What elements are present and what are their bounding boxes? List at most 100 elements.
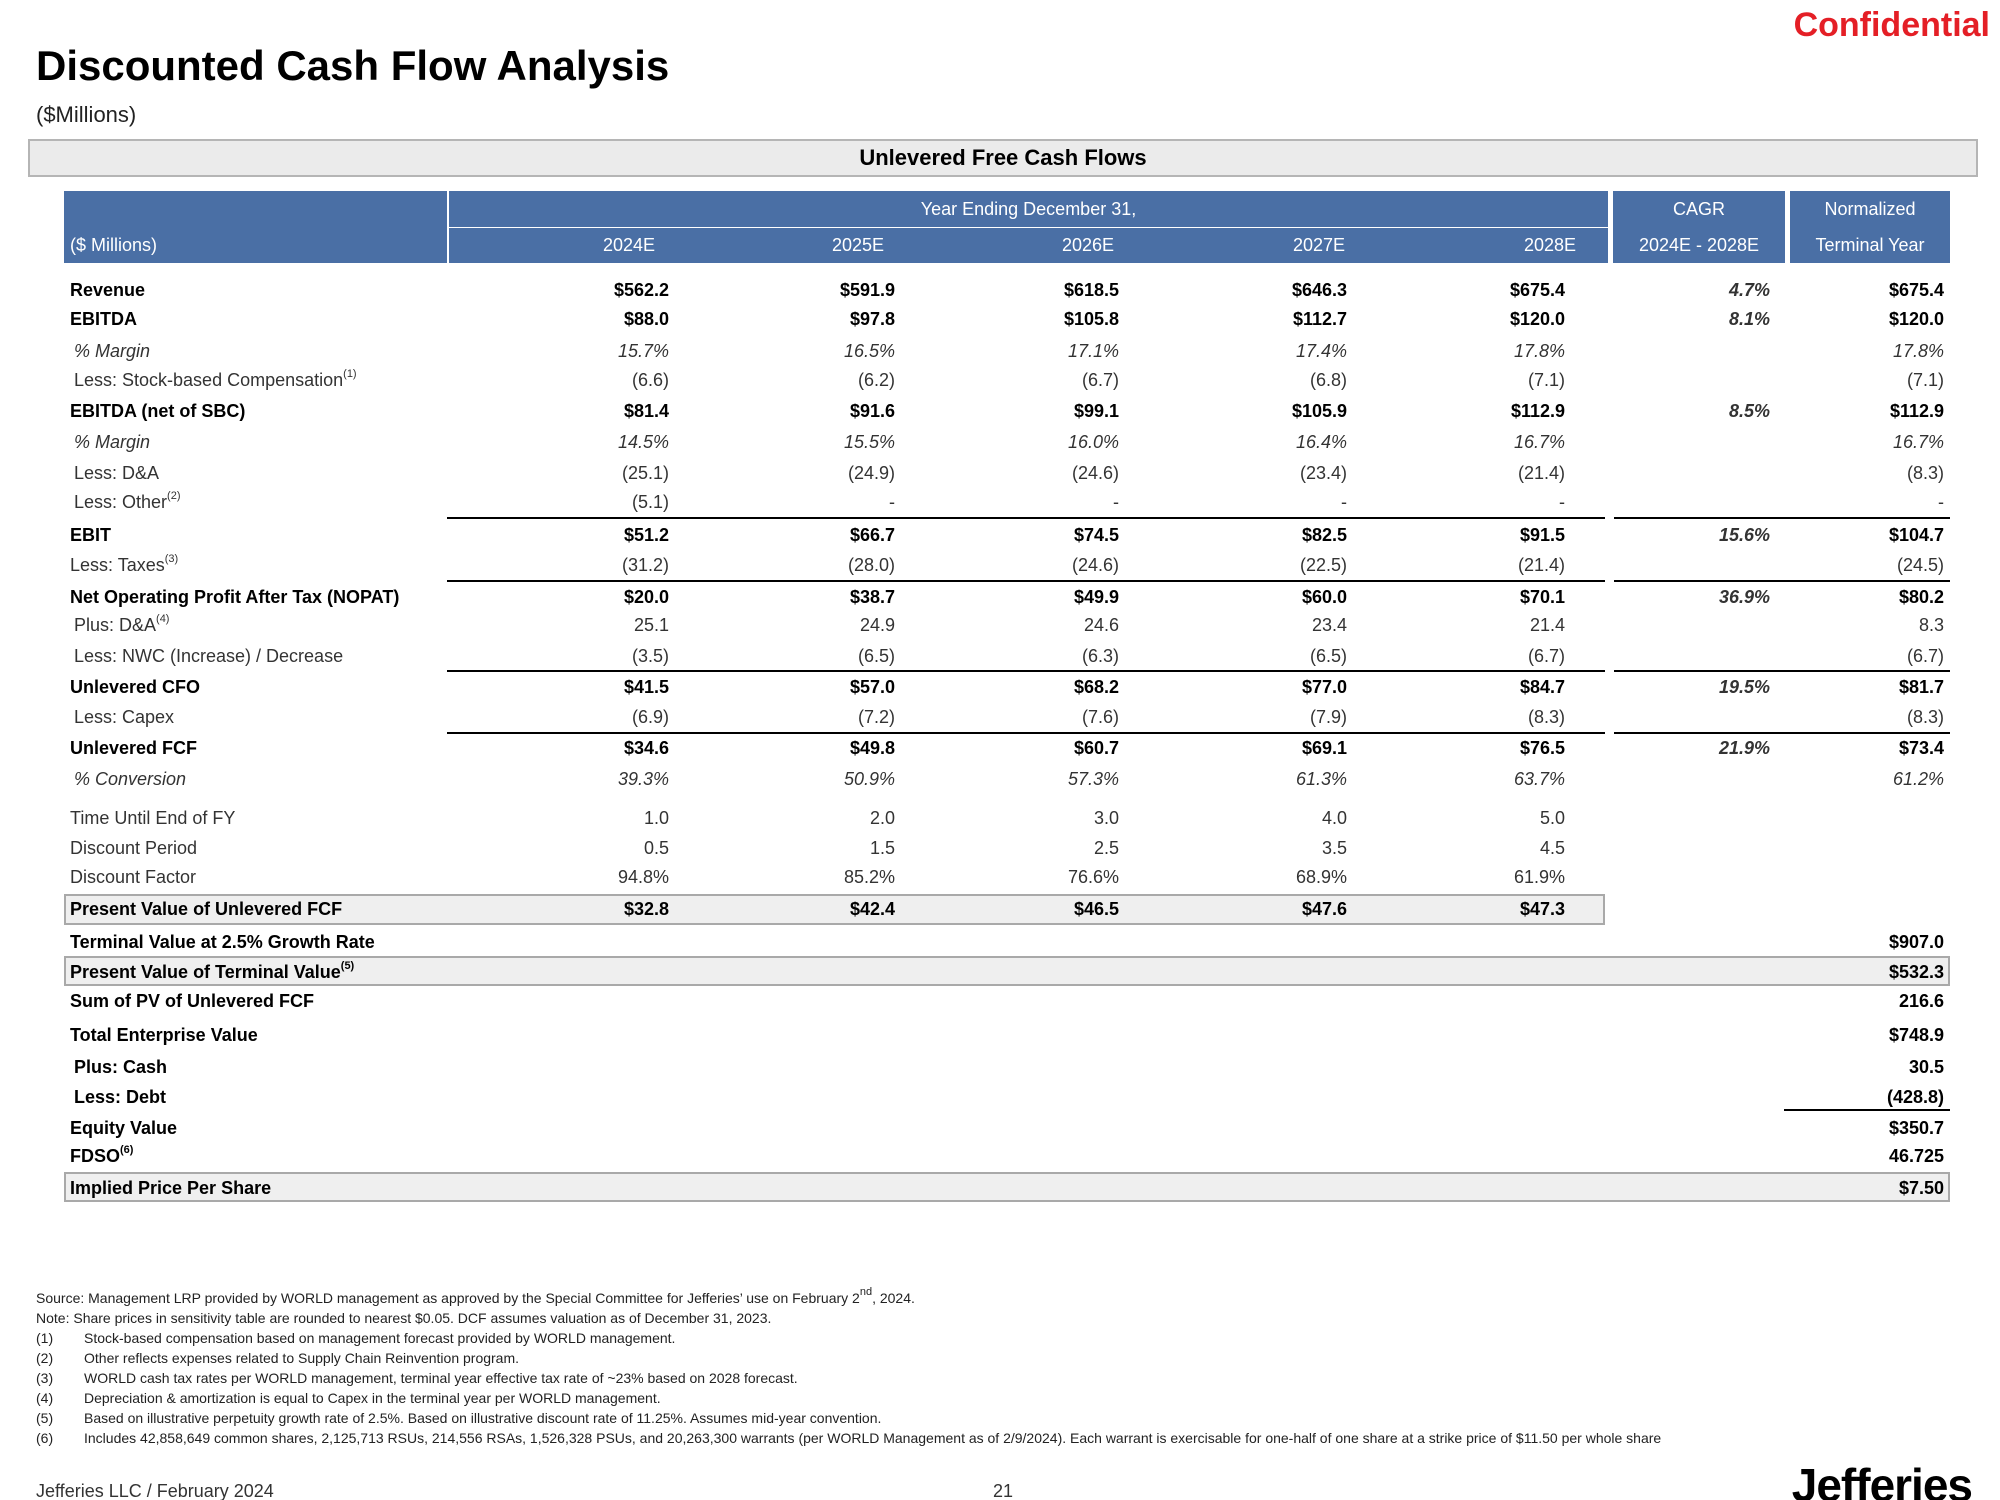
row-value: 2.5 xyxy=(1093,838,1119,858)
summary-row: Total Enterprise Value $748.9 xyxy=(64,1023,1950,1047)
row-value: $81.4 xyxy=(623,401,669,421)
summary-label: Equity Value xyxy=(70,1118,178,1138)
row-terminal: (6.7) xyxy=(1906,646,1944,666)
footnote-item: (4) Depreciation & amortization is equal … xyxy=(36,1388,1756,1408)
row-value: 16.5% xyxy=(843,341,895,361)
row-value: $60.0 xyxy=(1301,587,1347,607)
row-label: Revenue xyxy=(70,280,146,300)
footnote-text: Stock-based compensation based on manage… xyxy=(84,1330,676,1346)
rule-cfo xyxy=(447,670,1605,672)
header-cagr-block: CAGR 2024E - 2028E xyxy=(1613,191,1785,263)
footnote-item: (1) Stock-based compensation based on man… xyxy=(36,1328,1756,1348)
row-terminal: (8.3) xyxy=(1906,707,1944,727)
row-value: $49.9 xyxy=(1073,587,1119,607)
pv-tv-highlight xyxy=(64,956,1950,986)
row-value: $82.5 xyxy=(1301,525,1347,545)
row-terminal: - xyxy=(1938,492,1944,512)
footer-company-date: Jefferies LLC / February 2024 xyxy=(36,1481,274,1500)
rule-nopat xyxy=(447,580,1605,582)
row-value: (21.4) xyxy=(1517,555,1565,575)
page-number: 21 xyxy=(993,1481,1014,1500)
footnote-ref: (2) xyxy=(167,490,181,502)
row-cagr: 8.1% xyxy=(1728,309,1770,329)
row-value: 2.0 xyxy=(869,808,895,828)
summary-value: 30.5 xyxy=(1908,1057,1944,1077)
row-value: $57.0 xyxy=(849,677,895,697)
header-norm-bottom: Terminal Year xyxy=(1815,235,1925,255)
header-separator xyxy=(447,191,449,263)
row-value: 68.9% xyxy=(1295,867,1347,887)
row-cagr: 19.5% xyxy=(1718,677,1770,697)
row-value: $112.7 xyxy=(1292,309,1347,329)
row-label: Less: Capex xyxy=(74,707,175,727)
header-year: 2025E xyxy=(831,235,885,255)
row-value: 39.3% xyxy=(617,769,669,789)
header-year: 2027E xyxy=(1292,235,1346,255)
row-value: 61.3% xyxy=(1295,769,1347,789)
footnote-ref: (5) xyxy=(340,960,355,972)
row-value: (24.9) xyxy=(847,463,895,483)
row-value: $42.4 xyxy=(849,899,895,919)
row-value: - xyxy=(1559,492,1565,512)
row-value: $41.5 xyxy=(623,677,669,697)
row-value: (23.4) xyxy=(1299,463,1347,483)
row-value: (24.6) xyxy=(1071,463,1119,483)
row-value: (24.6) xyxy=(1071,555,1119,575)
summary-row: Plus: Cash 30.5 xyxy=(64,1055,1950,1079)
header-units: ($ Millions) xyxy=(70,235,158,255)
row-value: 1.0 xyxy=(643,808,669,828)
header-rule xyxy=(449,227,1608,228)
row-value: $84.7 xyxy=(1519,677,1565,697)
row-value: $112.9 xyxy=(1510,401,1565,421)
summary-label-text: FDSO xyxy=(70,1146,121,1166)
row-value: (6.7) xyxy=(1081,370,1119,390)
table-row: EBITDA $88.0 $97.8 $105.8 $112.7 $120.0 … xyxy=(64,307,1950,331)
summary-label: Plus: Cash xyxy=(74,1057,168,1077)
row-value: (8.3) xyxy=(1527,707,1565,727)
confidential-label: Confidential xyxy=(1793,6,1990,44)
row-value: 57.3% xyxy=(1067,769,1119,789)
row-value: 4.5 xyxy=(1539,838,1565,858)
table-row: Plus: D&A(4) 25.1 24.9 24.6 23.4 21.4 8.… xyxy=(64,613,1950,637)
footnote-number: (2) xyxy=(36,1350,54,1366)
rule-fcf xyxy=(447,732,1605,734)
summary-row: Present Value of Terminal Value(5) $532.… xyxy=(64,960,1950,984)
row-value: $562.2 xyxy=(613,280,669,300)
row-value: $66.7 xyxy=(849,525,895,545)
row-label: % Margin xyxy=(74,341,151,361)
row-value: $91.5 xyxy=(1519,525,1565,545)
row-value: 16.0% xyxy=(1067,432,1119,452)
row-value: 17.8% xyxy=(1513,341,1565,361)
table-row: Discount Period 0.5 1.5 2.5 3.5 4.5 xyxy=(64,836,1950,860)
header-terminal-block: Normalized Terminal Year xyxy=(1790,191,1950,263)
row-value: 85.2% xyxy=(843,867,895,887)
row-value: $618.5 xyxy=(1063,280,1119,300)
footnote-text: Includes 42,858,649 common shares, 2,125… xyxy=(84,1430,1662,1446)
row-value: $91.6 xyxy=(849,401,895,421)
row-label: Less: Taxes(3) xyxy=(70,553,179,576)
row-terminal: (8.3) xyxy=(1906,463,1944,483)
row-value: $105.9 xyxy=(1291,401,1347,421)
row-value: $32.8 xyxy=(623,899,669,919)
row-value: 25.1 xyxy=(633,615,669,635)
row-label: EBIT xyxy=(70,525,112,545)
row-value: (3.5) xyxy=(631,646,669,666)
row-label: Less: Other(2) xyxy=(74,490,181,513)
row-value: 5.0 xyxy=(1539,808,1565,828)
note-line: Note: Share prices in sensitivity table … xyxy=(36,1310,772,1326)
row-value: 15.7% xyxy=(617,341,669,361)
row-value: $97.8 xyxy=(849,309,895,329)
footnotes: Source: Management LRP provided by WORLD… xyxy=(36,1287,1756,1448)
row-value: 63.7% xyxy=(1513,769,1565,789)
summary-label: Present Value of Terminal Value(5) xyxy=(70,960,355,983)
rule-fcf-right xyxy=(1614,732,1950,734)
table-row: Unlevered FCF $34.6 $49.8 $60.7 $69.1 $7… xyxy=(64,736,1950,760)
row-cagr: 4.7% xyxy=(1728,280,1770,300)
summary-value: $532.3 xyxy=(1888,962,1944,982)
row-label-text: Less: Stock-based Compensation xyxy=(74,370,344,390)
footnote-ref: (3) xyxy=(164,553,179,565)
row-value: (6.9) xyxy=(631,707,669,727)
row-label: Less: D&A xyxy=(74,463,160,483)
footnote-item: (5) Based on illustrative perpetuity grow… xyxy=(36,1408,1756,1428)
row-value: $20.0 xyxy=(623,587,669,607)
